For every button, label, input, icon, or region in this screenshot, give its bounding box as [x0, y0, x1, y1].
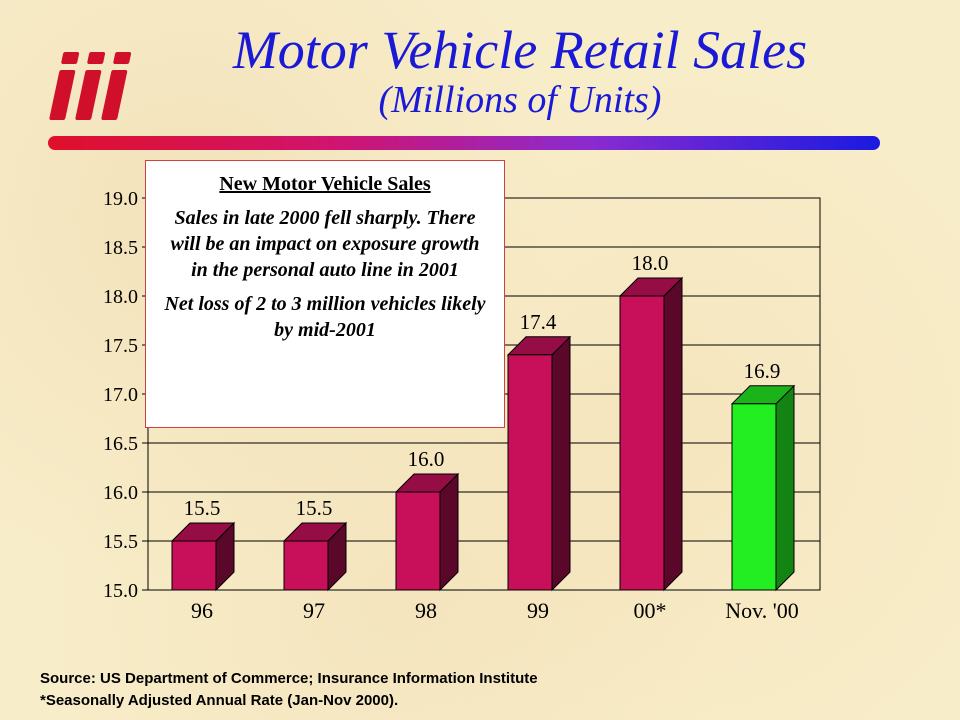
x-tick-label: 97	[303, 598, 325, 623]
y-tick-label: 16.5	[103, 433, 138, 455]
y-tick-label: 15.0	[103, 580, 138, 602]
bar	[507, 354, 553, 591]
bar-side	[439, 472, 459, 592]
y-tick-label: 18.0	[103, 286, 138, 308]
x-tick-label: 00*	[634, 598, 667, 623]
bar-side	[663, 276, 683, 592]
bar	[171, 540, 217, 591]
bar-side	[551, 335, 571, 592]
x-tick-label: 98	[415, 598, 437, 623]
page-title: Motor Vehicle Retail Sales	[232, 20, 808, 80]
source-note: Source: US Department of Commerce; Insur…	[40, 670, 538, 687]
y-tick-label: 17.5	[103, 335, 138, 357]
bar	[283, 540, 329, 591]
data-label: 16.0	[408, 447, 445, 471]
callout-box: New Motor Vehicle Sales Sales in late 20…	[145, 160, 505, 428]
title-divider	[48, 136, 880, 150]
callout-paragraph-2: Net loss of 2 to 3 million vehicles like…	[164, 293, 486, 341]
bar	[395, 491, 441, 591]
bar	[731, 403, 777, 591]
y-tick-label: 17.0	[103, 384, 138, 406]
x-tick-label: 99	[527, 598, 549, 623]
x-tick-label: 96	[191, 598, 213, 623]
y-tick-label: 18.5	[103, 237, 138, 259]
bar	[619, 295, 665, 591]
iii-logo	[49, 52, 132, 120]
data-label: 16.9	[744, 359, 781, 383]
x-tick-label: Nov. '00	[725, 598, 798, 623]
y-tick-label: 15.5	[103, 531, 138, 553]
bar-side	[775, 384, 795, 592]
data-label: 15.5	[184, 496, 221, 520]
callout-paragraph-1: Sales in late 2000 fell sharply. There w…	[170, 207, 480, 281]
data-label: 18.0	[632, 251, 669, 275]
page-subtitle: (Millions of Units)	[378, 79, 662, 121]
footnote-asterisk: *Seasonally Adjusted Annual Rate (Jan-No…	[40, 692, 399, 709]
data-label: 17.4	[520, 310, 557, 334]
y-tick-label: 16.0	[103, 482, 138, 504]
callout-heading: New Motor Vehicle Sales	[219, 173, 431, 195]
y-tick-label: 19.0	[103, 188, 138, 210]
data-label: 15.5	[296, 496, 333, 520]
